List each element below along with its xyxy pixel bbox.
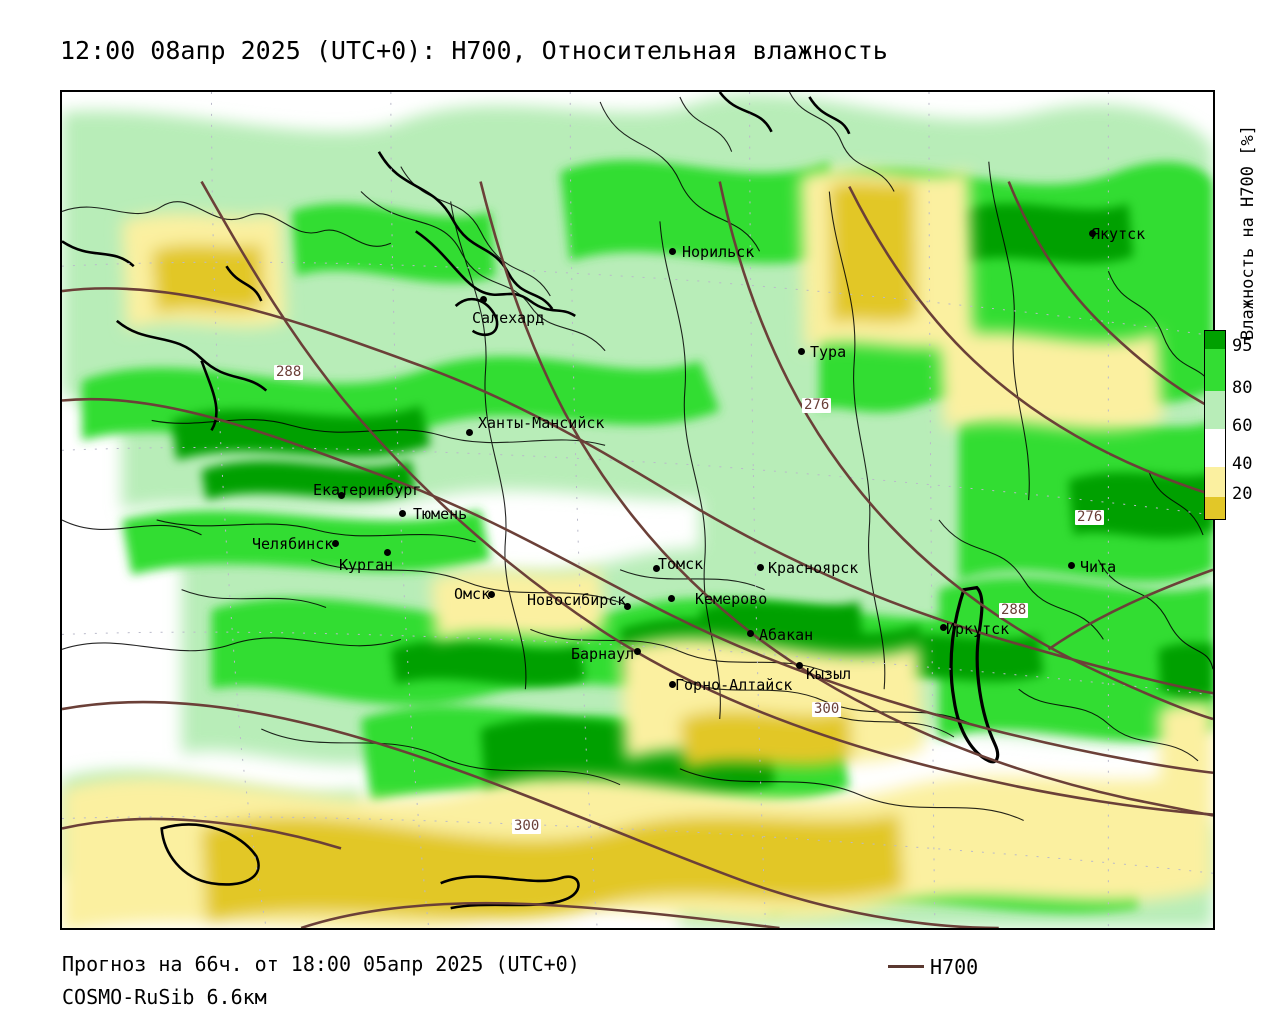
city-label: Норильск xyxy=(682,243,755,261)
city-marker-dot xyxy=(332,540,339,547)
city-label: Челябинск xyxy=(252,535,334,553)
city-label: Чита xyxy=(1080,558,1117,576)
city-marker-dot xyxy=(669,681,676,688)
city-label: Кемерово xyxy=(695,590,768,608)
city-label: Якутск xyxy=(1091,225,1146,243)
colorbar-segment xyxy=(1205,497,1225,519)
city-marker-dot xyxy=(653,565,660,572)
colorbar-tick-label: 80 xyxy=(1232,378,1253,398)
colorbar-tick-label: 95 xyxy=(1232,336,1253,356)
city-marker-dot xyxy=(940,624,947,631)
city-marker-dot xyxy=(399,510,406,517)
city-marker-dot xyxy=(480,296,487,303)
city-marker-dot xyxy=(798,348,805,355)
city-label: Ханты-Мансийск xyxy=(478,414,605,432)
weather-map[interactable]: Якутск Норильск Салехард Тура Ханты-Мансийск… xyxy=(60,90,1215,930)
city-label: Салехард xyxy=(472,309,545,327)
city-marker-dot xyxy=(634,648,641,655)
colorbar-tick-label: 20 xyxy=(1232,484,1253,504)
city-label: Новосибирск xyxy=(527,591,627,609)
colorbar-axis-label: Влажность на H700 [%] xyxy=(1238,125,1258,340)
city-label: Барнаул xyxy=(571,645,635,663)
forecast-info: Прогноз на 66ч. от 18:00 05апр 2025 (UTC… xyxy=(62,952,580,976)
city-marker-dot xyxy=(796,662,803,669)
city-marker-dot xyxy=(624,603,631,610)
city-marker-dot xyxy=(668,595,675,602)
city-marker-dot xyxy=(747,630,754,637)
city-label: Екатеринбург xyxy=(313,481,422,499)
colorbar-tick-label: 60 xyxy=(1232,416,1253,436)
contour-label: 276 xyxy=(802,397,832,414)
colorbar-segment xyxy=(1205,467,1225,497)
city-marker-dot xyxy=(384,549,391,556)
map-render-surface xyxy=(62,92,1213,928)
colorbar-segment xyxy=(1205,429,1225,467)
colorbar-segment xyxy=(1205,349,1225,391)
humidity-colorbar[interactable] xyxy=(1204,330,1226,520)
city-marker-dot xyxy=(466,429,473,436)
city-marker-dot xyxy=(669,248,676,255)
city-label: Тура xyxy=(810,343,847,361)
city-label: Горно-Алтайск xyxy=(675,676,793,694)
city-label: Курган xyxy=(339,556,394,574)
city-marker-dot xyxy=(757,564,764,571)
contour-label: 276 xyxy=(1075,509,1105,526)
contour-label: 288 xyxy=(999,602,1029,619)
city-marker-dot xyxy=(338,492,345,499)
page-title: 12:00 08апр 2025 (UTC+0): H700, Относите… xyxy=(60,36,888,65)
humidity-field xyxy=(62,92,1213,928)
city-marker-dot xyxy=(1068,562,1075,569)
city-label: Томск xyxy=(658,555,704,573)
contour-label: 288 xyxy=(274,364,304,381)
contour-label: 300 xyxy=(512,818,542,835)
city-label: Тюмень xyxy=(413,505,468,523)
city-label: Абакан xyxy=(759,626,814,644)
city-label: Кызыл xyxy=(806,665,852,683)
city-label: Красноярск xyxy=(768,559,859,577)
city-label: Омск xyxy=(454,585,491,603)
city-marker-dot xyxy=(488,591,495,598)
h700-contours xyxy=(62,180,1213,928)
model-info: COSMO-RuSib 6.6км xyxy=(62,985,267,1009)
city-marker-dot xyxy=(1089,230,1096,237)
colorbar-segment xyxy=(1205,331,1225,349)
h700-legend-line-icon xyxy=(888,965,924,968)
h700-legend-label: H700 xyxy=(930,955,979,979)
colorbar-segment xyxy=(1205,391,1225,429)
contour-label: 300 xyxy=(812,701,842,718)
coastline-layer xyxy=(62,92,851,910)
colorbar-tick-label: 40 xyxy=(1232,454,1253,474)
colorbar-ticks: 95 80 60 40 20 xyxy=(1226,318,1272,533)
city-label: Иркутск xyxy=(946,620,1010,638)
